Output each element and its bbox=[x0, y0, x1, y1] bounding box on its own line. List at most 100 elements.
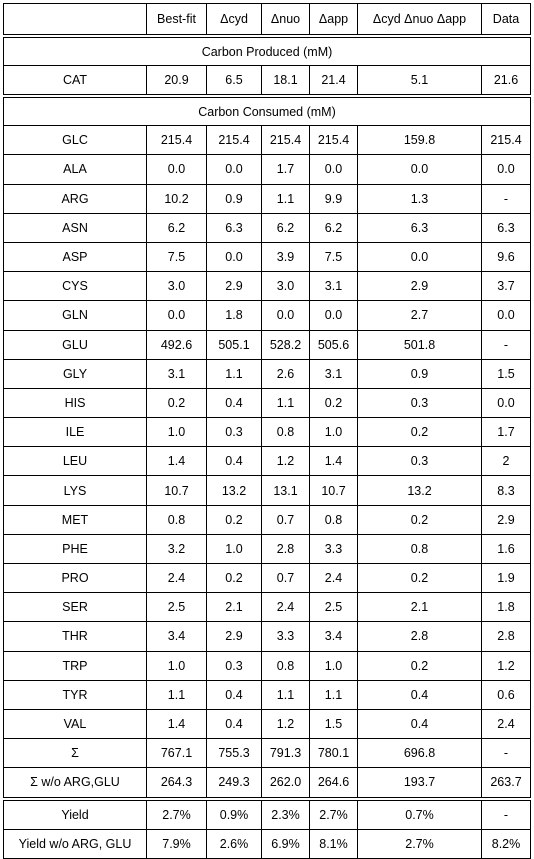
nuo-value: 215.4 bbox=[261, 125, 310, 156]
best-fit-value: 3.4 bbox=[146, 621, 207, 652]
best-fit-value: 492.6 bbox=[146, 329, 207, 360]
cyd-value: 2.1 bbox=[206, 592, 262, 623]
section-title-produced: Carbon Produced (mM) bbox=[3, 37, 531, 66]
nuo-value: 1.2 bbox=[261, 708, 310, 740]
cyd-value: 1.8 bbox=[206, 300, 262, 331]
row-label: Σ bbox=[3, 738, 147, 769]
app-value: 7.5 bbox=[309, 241, 358, 273]
data-value: 0.0 bbox=[481, 300, 531, 331]
cyd-value: 0.9 bbox=[206, 183, 262, 214]
cyd-value: 0.0 bbox=[206, 241, 262, 273]
triple-knockout-value: 0.2 bbox=[357, 417, 482, 448]
table-row: LEU 1.4 0.4 1.2 1.4 0.3 2 bbox=[3, 446, 531, 477]
row-label: MET bbox=[3, 504, 147, 535]
triple-knockout-value: 2.1 bbox=[357, 592, 482, 623]
row-label: CAT bbox=[3, 64, 147, 96]
app-value: 3.1 bbox=[309, 271, 358, 302]
cyd-value: 0.4 bbox=[206, 446, 262, 477]
triple-knockout-value: 0.0 bbox=[357, 241, 482, 273]
data-value: 2.9 bbox=[481, 504, 531, 535]
cyd-value: 2.6% bbox=[206, 828, 262, 859]
best-fit-value: 0.8 bbox=[146, 504, 207, 535]
table-row: GLY 3.1 1.1 2.6 3.1 0.9 1.5 bbox=[3, 358, 531, 389]
cyd-value: 13.2 bbox=[206, 475, 262, 506]
app-value: 0.0 bbox=[309, 300, 358, 331]
best-fit-value: 2.4 bbox=[146, 562, 207, 594]
app-value: 2.5 bbox=[309, 592, 358, 623]
best-fit-value: 1.1 bbox=[146, 679, 207, 710]
row-label: LEU bbox=[3, 446, 147, 477]
data-value: 1.2 bbox=[481, 650, 531, 681]
best-fit-value: 2.5 bbox=[146, 592, 207, 623]
app-value: 21.4 bbox=[309, 64, 358, 96]
best-fit-value: 1.4 bbox=[146, 446, 207, 477]
app-value: 3.3 bbox=[309, 533, 358, 565]
table-row: ARG 10.2 0.9 1.1 9.9 1.3- bbox=[3, 183, 531, 214]
best-fit-value: 767.1 bbox=[146, 738, 207, 769]
nuo-value: 3.3 bbox=[261, 621, 310, 652]
best-fit-value: 3.0 bbox=[146, 271, 207, 302]
best-fit-value: 0.0 bbox=[146, 300, 207, 331]
triple-knockout-value: 0.2 bbox=[357, 504, 482, 535]
app-value: 3.1 bbox=[309, 358, 358, 389]
column-header: Δapp bbox=[309, 3, 358, 35]
table-row: GLU 492.6 505.1 528.2 505.6 501.8- bbox=[3, 329, 531, 360]
best-fit-value: 7.5 bbox=[146, 241, 207, 273]
table-row: Σ 767.1 755.3 791.3 780.1 696.8- bbox=[3, 738, 531, 769]
triple-knockout-value: 0.3 bbox=[357, 446, 482, 477]
app-value: 1.0 bbox=[309, 650, 358, 681]
nuo-value: 1.1 bbox=[261, 679, 310, 710]
data-value: 2.4 bbox=[481, 708, 531, 740]
row-label: ALA bbox=[3, 154, 147, 185]
column-header: Δcyd bbox=[206, 3, 262, 35]
cyd-value: 0.9% bbox=[206, 799, 262, 830]
triple-knockout-value: 0.2 bbox=[357, 650, 482, 681]
app-value: 3.4 bbox=[309, 621, 358, 652]
table-row: TRP 1.0 0.3 0.8 1.0 0.2 1.2 bbox=[3, 650, 531, 681]
row-label: PHE bbox=[3, 533, 147, 565]
nuo-value: 791.3 bbox=[261, 738, 310, 769]
table-row: MET 0.8 0.2 0.7 0.8 0.2 2.9 bbox=[3, 504, 531, 535]
triple-knockout-value: 5.1 bbox=[357, 64, 482, 96]
data-value: 263.7 bbox=[481, 767, 531, 798]
table-row: PHE 3.2 1.0 2.8 3.3 0.8 1.6 bbox=[3, 533, 531, 565]
nuo-value: 1.1 bbox=[261, 183, 310, 214]
nuo-value: 0.7 bbox=[261, 562, 310, 594]
best-fit-value: 3.2 bbox=[146, 533, 207, 565]
row-label: GLU bbox=[3, 329, 147, 360]
data-value: 215.4 bbox=[481, 125, 531, 156]
app-value: 215.4 bbox=[309, 125, 358, 156]
app-value: 8.1% bbox=[309, 828, 358, 859]
cyd-value: 1.0 bbox=[206, 533, 262, 565]
cyd-value: 0.4 bbox=[206, 708, 262, 740]
yield-row: Yield w/o ARG, GLU 7.9% 2.6% 6.9% 8.1% 2.7% 8.… bbox=[3, 828, 531, 859]
row-label: ASN bbox=[3, 212, 147, 243]
row-label: GLN bbox=[3, 300, 147, 331]
triple-knockout-value: 501.8 bbox=[357, 329, 482, 360]
best-fit-value: 3.1 bbox=[146, 358, 207, 389]
column-header: Data bbox=[481, 3, 531, 35]
nuo-value: 13.1 bbox=[261, 475, 310, 506]
data-value: 1.5 bbox=[481, 358, 531, 389]
table-row: SER 2.5 2.1 2.4 2.5 2.1 1.8 bbox=[3, 592, 531, 623]
nuo-value: 1.7 bbox=[261, 154, 310, 185]
data-value: 8.2% bbox=[481, 828, 531, 859]
triple-knockout-value: 159.8 bbox=[357, 125, 482, 156]
app-value: 0.8 bbox=[309, 504, 358, 535]
table-row: ILE 1.0 0.3 0.8 1.0 0.2 1.7 bbox=[3, 417, 531, 448]
app-value: 1.1 bbox=[309, 679, 358, 710]
header-row: Best-fit Δcyd Δnuo Δapp Δcyd Δnuo Δapp Data bbox=[3, 3, 531, 35]
carbon-balance-table-wrapper: Best-fit Δcyd Δnuo Δapp Δcyd Δnuo Δapp Data Ca… bbox=[3, 3, 531, 859]
data-value: - bbox=[481, 799, 531, 830]
table-row: TYR 1.1 0.4 1.1 1.1 0.4 0.6 bbox=[3, 679, 531, 710]
section-title-row: Carbon Produced (mM) bbox=[3, 37, 531, 66]
row-label: LYS bbox=[3, 475, 147, 506]
cyd-value: 0.2 bbox=[206, 504, 262, 535]
cyd-value: 0.4 bbox=[206, 387, 262, 419]
cyd-value: 0.0 bbox=[206, 154, 262, 185]
triple-knockout-value: 0.9 bbox=[357, 358, 482, 389]
triple-knockout-value: 2.8 bbox=[357, 621, 482, 652]
cyd-value: 215.4 bbox=[206, 125, 262, 156]
triple-knockout-value: 0.0 bbox=[357, 154, 482, 185]
header-corner-cell bbox=[3, 3, 147, 35]
